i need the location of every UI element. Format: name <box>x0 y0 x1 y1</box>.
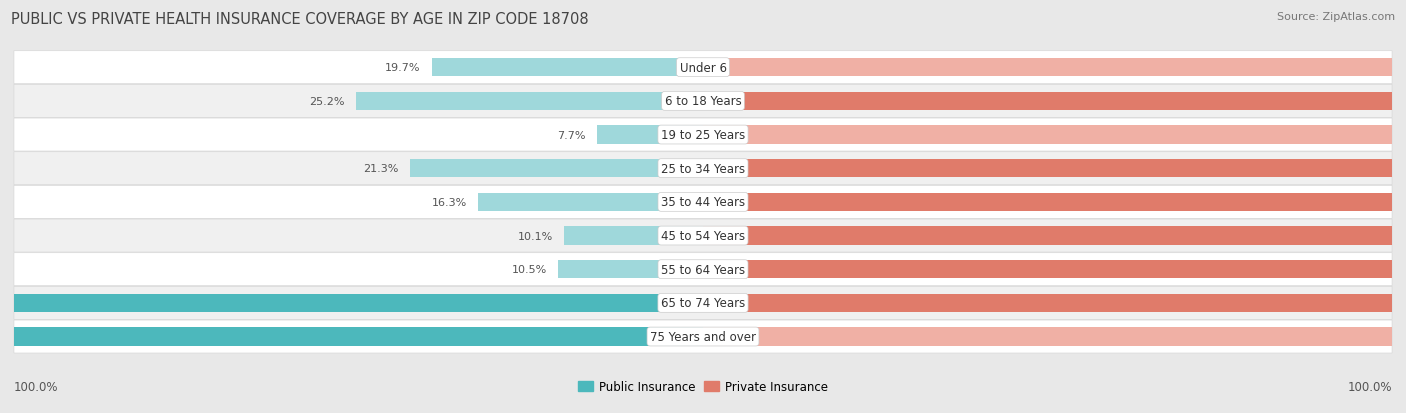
Legend: Public Insurance, Private Insurance: Public Insurance, Private Insurance <box>574 376 832 398</box>
FancyBboxPatch shape <box>14 152 1392 185</box>
FancyBboxPatch shape <box>14 52 1392 85</box>
Text: 16.3%: 16.3% <box>432 197 467 207</box>
FancyBboxPatch shape <box>14 253 1392 286</box>
Text: Source: ZipAtlas.com: Source: ZipAtlas.com <box>1277 12 1395 22</box>
Bar <box>703 193 1406 211</box>
Bar <box>598 126 703 145</box>
Text: 10.5%: 10.5% <box>512 265 547 275</box>
Bar <box>558 260 703 279</box>
Bar <box>703 227 1406 245</box>
Text: PUBLIC VS PRIVATE HEALTH INSURANCE COVERAGE BY AGE IN ZIP CODE 18708: PUBLIC VS PRIVATE HEALTH INSURANCE COVER… <box>11 12 589 27</box>
Text: 25 to 34 Years: 25 to 34 Years <box>661 162 745 175</box>
Text: 21.3%: 21.3% <box>363 164 398 174</box>
Text: 6 to 18 Years: 6 to 18 Years <box>665 95 741 108</box>
Bar <box>409 159 703 178</box>
Text: 10.1%: 10.1% <box>517 231 553 241</box>
Bar <box>703 59 1406 77</box>
FancyBboxPatch shape <box>14 186 1392 219</box>
Bar <box>703 328 1406 346</box>
Bar <box>0 328 703 346</box>
Bar <box>703 126 1406 145</box>
Text: 25.2%: 25.2% <box>309 97 344 107</box>
Bar <box>703 93 1406 111</box>
Bar <box>703 260 1406 279</box>
Bar <box>703 294 1406 312</box>
FancyBboxPatch shape <box>14 287 1392 320</box>
Bar <box>0 294 703 312</box>
Text: 100.0%: 100.0% <box>14 380 59 393</box>
Bar <box>432 59 703 77</box>
FancyBboxPatch shape <box>14 320 1392 353</box>
Bar <box>703 159 1406 178</box>
FancyBboxPatch shape <box>14 85 1392 118</box>
Text: 100.0%: 100.0% <box>1347 380 1392 393</box>
Bar <box>564 227 703 245</box>
FancyBboxPatch shape <box>14 119 1392 152</box>
Text: 75 Years and over: 75 Years and over <box>650 330 756 343</box>
Text: 55 to 64 Years: 55 to 64 Years <box>661 263 745 276</box>
Text: 19 to 25 Years: 19 to 25 Years <box>661 129 745 142</box>
Text: 45 to 54 Years: 45 to 54 Years <box>661 230 745 242</box>
Text: 7.7%: 7.7% <box>557 130 586 140</box>
Bar <box>478 193 703 211</box>
Text: 35 to 44 Years: 35 to 44 Years <box>661 196 745 209</box>
Text: Under 6: Under 6 <box>679 62 727 74</box>
Bar <box>356 93 703 111</box>
FancyBboxPatch shape <box>14 219 1392 252</box>
Text: 19.7%: 19.7% <box>385 63 420 73</box>
Text: 65 to 74 Years: 65 to 74 Years <box>661 297 745 310</box>
